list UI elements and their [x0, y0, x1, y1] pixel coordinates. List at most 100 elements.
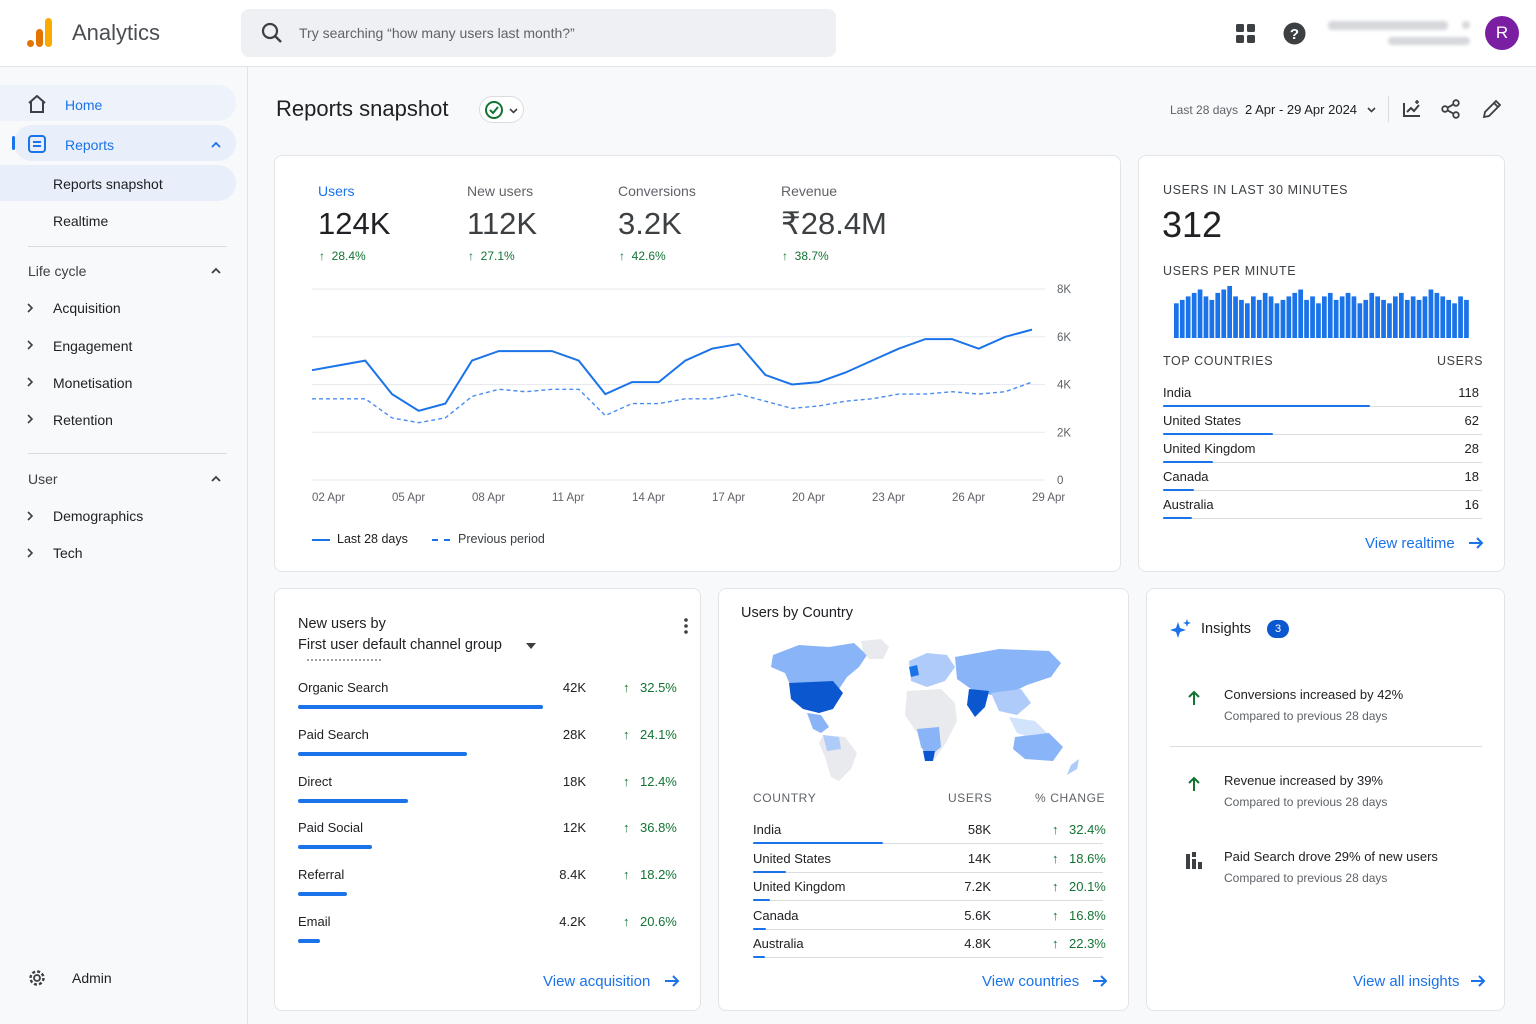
chevron-right-icon[interactable]: [27, 377, 33, 387]
chevron-right-icon[interactable]: [27, 548, 33, 558]
arrow-right-icon[interactable]: [664, 974, 680, 988]
users-per-minute-bars[interactable]: [1174, 286, 1470, 338]
world-map[interactable]: [759, 637, 1101, 782]
sidebar-item-reports-snapshot[interactable]: [0, 165, 236, 201]
channel-label[interactable]: Email: [298, 914, 331, 929]
caret-down-icon[interactable]: [526, 643, 536, 649]
minute-bar[interactable]: [1209, 299, 1215, 338]
sidebar-item-home[interactable]: [0, 85, 236, 121]
series-line-current[interactable]: [311, 328, 1033, 412]
realtime-country-name[interactable]: United States: [1163, 413, 1242, 428]
change-col-header[interactable]: % CHANGE: [1035, 791, 1106, 805]
kpi-revenue-label[interactable]: Revenue: [781, 183, 838, 199]
channel-label[interactable]: Organic Search: [298, 680, 389, 695]
minute-bar[interactable]: [1262, 292, 1268, 338]
help-icon[interactable]: ?: [1283, 22, 1306, 45]
minute-bar[interactable]: [1185, 296, 1191, 338]
realtime-country-name[interactable]: India: [1163, 385, 1192, 400]
minute-bar[interactable]: [1316, 303, 1321, 338]
minute-bar[interactable]: [1298, 289, 1303, 339]
minute-bar[interactable]: [1452, 303, 1457, 338]
sidebar-item-reports-snapshot-label[interactable]: Reports snapshot: [53, 176, 163, 192]
gear-icon[interactable]: [27, 968, 47, 988]
minute-bar[interactable]: [1197, 289, 1203, 339]
realtime-country-name[interactable]: Australia: [1163, 497, 1214, 512]
minute-bar[interactable]: [1387, 303, 1392, 338]
chevron-up-icon[interactable]: [211, 475, 221, 482]
minute-bar[interactable]: [1369, 292, 1375, 338]
minute-bar[interactable]: [1304, 299, 1309, 338]
chevron-right-icon[interactable]: [27, 511, 33, 521]
view-all-insights-link[interactable]: View all insights: [1353, 973, 1459, 990]
minute-bar[interactable]: [1351, 296, 1357, 338]
sidebar-item-reports-label[interactable]: Reports: [65, 137, 115, 153]
view-acquisition-label[interactable]: View acquisition: [543, 973, 651, 990]
status-badge[interactable]: [479, 96, 524, 123]
kpi-users-label[interactable]: Users: [318, 183, 355, 199]
minute-bar[interactable]: [1404, 299, 1410, 338]
insight-title[interactable]: Revenue increased by 39%: [1224, 773, 1383, 788]
search-bar[interactable]: Try searching “how many users last month…: [241, 9, 836, 57]
sidebar-section-user[interactable]: User: [28, 471, 58, 487]
more-vert-icon[interactable]: [683, 617, 689, 635]
country-name[interactable]: India: [753, 822, 782, 837]
sidebar-item-home-label[interactable]: Home: [65, 97, 103, 113]
channel-label[interactable]: Paid Search: [298, 727, 369, 742]
realtime-country-name[interactable]: Canada: [1163, 469, 1209, 484]
minute-bar[interactable]: [1203, 296, 1209, 338]
sidebar-item-tech[interactable]: Tech: [53, 545, 83, 561]
minute-bar[interactable]: [1333, 299, 1339, 338]
minute-bar[interactable]: [1375, 296, 1380, 338]
minute-bar[interactable]: [1292, 292, 1298, 338]
minute-bar[interactable]: [1357, 303, 1363, 338]
minute-bar[interactable]: [1179, 299, 1185, 338]
minute-bar[interactable]: [1464, 299, 1469, 338]
series-line-previous[interactable]: [312, 381, 1033, 424]
minute-bar[interactable]: [1227, 286, 1232, 338]
minute-bar[interactable]: [1310, 296, 1315, 338]
sidebar-item-reports[interactable]: [14, 125, 236, 161]
sidebar-item-retention[interactable]: Retention: [53, 412, 113, 428]
minute-bar[interactable]: [1256, 299, 1262, 338]
sidebar-item-admin[interactable]: Admin: [72, 970, 112, 986]
minute-bar[interactable]: [1239, 299, 1244, 338]
insight-title[interactable]: Conversions increased by 42%: [1224, 687, 1404, 702]
country-col-header[interactable]: COUNTRY: [753, 791, 817, 805]
minute-bar[interactable]: [1434, 292, 1440, 338]
arrow-right-icon[interactable]: [1092, 974, 1108, 988]
minute-bar[interactable]: [1393, 296, 1398, 338]
chevron-up-icon[interactable]: [211, 141, 221, 148]
kpi-conversions-label[interactable]: Conversions: [618, 183, 696, 199]
minute-bar[interactable]: [1339, 296, 1345, 338]
minute-bar[interactable]: [1286, 296, 1292, 338]
minute-bar[interactable]: [1268, 296, 1274, 338]
country-name[interactable]: United States: [753, 851, 832, 866]
dimension-picker[interactable]: First user default channel group: [298, 637, 502, 653]
sidebar-item-acquisition[interactable]: Acquisition: [53, 300, 121, 316]
sidebar-item-demographics[interactable]: Demographics: [53, 508, 144, 524]
minute-bar[interactable]: [1191, 292, 1197, 338]
minute-bar[interactable]: [1410, 296, 1416, 338]
view-countries-link[interactable]: View countries: [982, 973, 1079, 990]
users-line-chart[interactable]: 8K 6K 4K 2K 0 02 Apr 05 Apr 08 Apr 11 Apr 14 Apr 1…: [275, 156, 1122, 573]
country-name[interactable]: Canada: [753, 908, 799, 923]
chevron-right-icon[interactable]: [27, 303, 33, 313]
minute-bar[interactable]: [1215, 292, 1221, 338]
minute-bar[interactable]: [1251, 296, 1256, 338]
view-realtime-link[interactable]: View realtime: [1365, 535, 1455, 552]
kpi-new-users-label[interactable]: New users: [467, 183, 534, 199]
minute-bar[interactable]: [1322, 296, 1327, 338]
minute-bar[interactable]: [1327, 292, 1333, 338]
view-countries-label[interactable]: View countries: [982, 973, 1080, 990]
date-range-picker[interactable]: 2 Apr - 29 Apr 2024: [1245, 102, 1358, 117]
chevron-up-icon[interactable]: [211, 267, 221, 274]
view-all-insights-label[interactable]: View all insights: [1353, 973, 1460, 990]
minute-bar[interactable]: [1345, 292, 1351, 338]
edit-pencil-icon[interactable]: [1482, 99, 1502, 119]
minute-bar[interactable]: [1245, 303, 1250, 338]
minute-bar[interactable]: [1416, 299, 1422, 338]
country-name[interactable]: United Kingdom: [753, 879, 846, 894]
minute-bar[interactable]: [1233, 296, 1238, 338]
sidebar-item-realtime[interactable]: Realtime: [53, 213, 109, 229]
chevron-right-icon[interactable]: [27, 414, 33, 424]
